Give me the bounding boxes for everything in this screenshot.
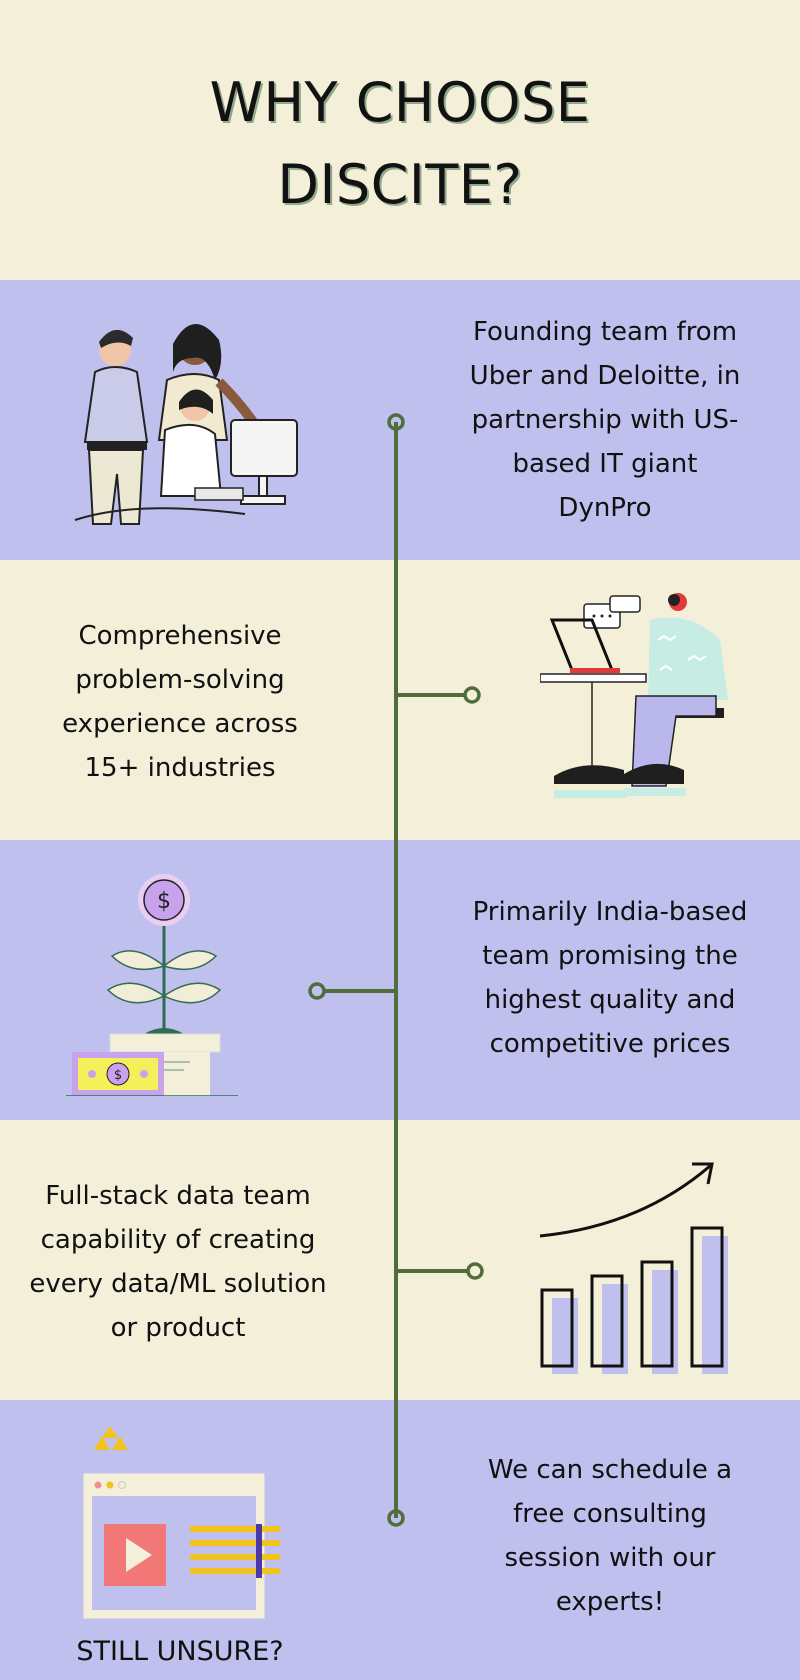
section-5: We can schedule a free consulting sessio… xyxy=(0,1400,800,1680)
section-5-text: We can schedule a free consulting sessio… xyxy=(487,1455,733,1617)
team-at-computer-illustration xyxy=(74,323,298,525)
section-2: Comprehensive problem-solving experience… xyxy=(0,560,800,840)
section-4-text: Full-stack data team capability of creat… xyxy=(29,1181,327,1343)
section-1-text: Founding team from Uber and Deloitte, in… xyxy=(469,317,741,523)
still-unsure-label: STILL UNSURE? xyxy=(76,1636,284,1667)
section-2-text: Comprehensive problem-solving experience… xyxy=(62,621,298,783)
section-3-text: Primarily India-based team promising the… xyxy=(472,897,748,1059)
svg-text:$: $ xyxy=(157,889,171,914)
video-browser-window-illustration xyxy=(83,1426,280,1619)
money-plant-illustration: $ $ xyxy=(66,874,238,1096)
section-3: Primarily India-based team promising the… xyxy=(0,840,800,1120)
section-4: Full-stack data team capability of creat… xyxy=(0,1120,800,1400)
growth-bar-chart-illustration xyxy=(539,1162,728,1374)
person-with-laptop-illustration xyxy=(540,593,728,798)
page-title: WHY CHOOSE DISCITE? xyxy=(209,71,591,216)
section-1: Founding team from Uber and Deloitte, in… xyxy=(0,280,800,560)
header: WHY CHOOSE DISCITE? xyxy=(0,0,800,280)
svg-text:$: $ xyxy=(114,1068,122,1083)
